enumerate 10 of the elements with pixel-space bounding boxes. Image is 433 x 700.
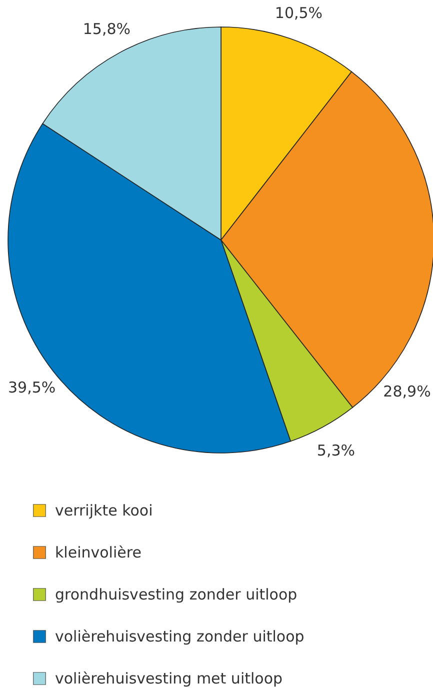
legend-label: grondhuisvesting zonder uitloop (55, 586, 298, 604)
legend-label: kleinvolière (55, 544, 142, 562)
data-label: 5,3% (316, 442, 356, 460)
data-label: 15,8% (82, 20, 131, 38)
legend-label: verrijkte kooi (55, 502, 153, 520)
legend-label: volièrehuisvesting met uitloop (55, 670, 283, 688)
legend-label: volièrehuisvesting zonder uitloop (55, 628, 304, 646)
data-label: 39,5% (8, 378, 56, 397)
data-label: 10,5% (274, 4, 323, 22)
data-label: 28,9% (383, 382, 431, 401)
